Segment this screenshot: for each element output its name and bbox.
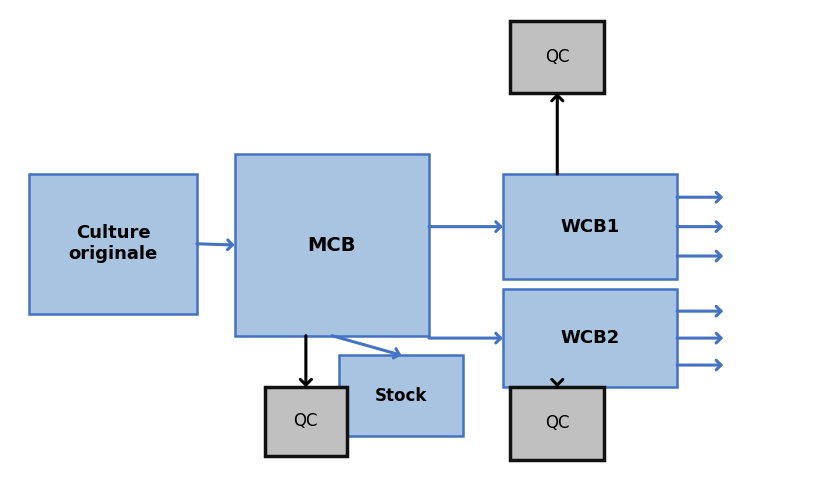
Text: MCB: MCB	[308, 236, 356, 254]
FancyBboxPatch shape	[503, 289, 677, 387]
Text: Stock: Stock	[375, 387, 427, 405]
Text: WCB2: WCB2	[561, 329, 619, 347]
Text: QC: QC	[545, 415, 570, 432]
FancyBboxPatch shape	[339, 355, 463, 436]
FancyBboxPatch shape	[503, 174, 677, 279]
FancyBboxPatch shape	[235, 154, 429, 336]
Text: Culture
originale: Culture originale	[69, 224, 158, 263]
FancyBboxPatch shape	[510, 387, 604, 460]
Text: QC: QC	[293, 413, 318, 430]
FancyBboxPatch shape	[510, 21, 604, 93]
FancyBboxPatch shape	[265, 387, 347, 456]
Text: WCB1: WCB1	[561, 218, 619, 236]
FancyBboxPatch shape	[29, 174, 197, 314]
Text: QC: QC	[545, 48, 570, 66]
